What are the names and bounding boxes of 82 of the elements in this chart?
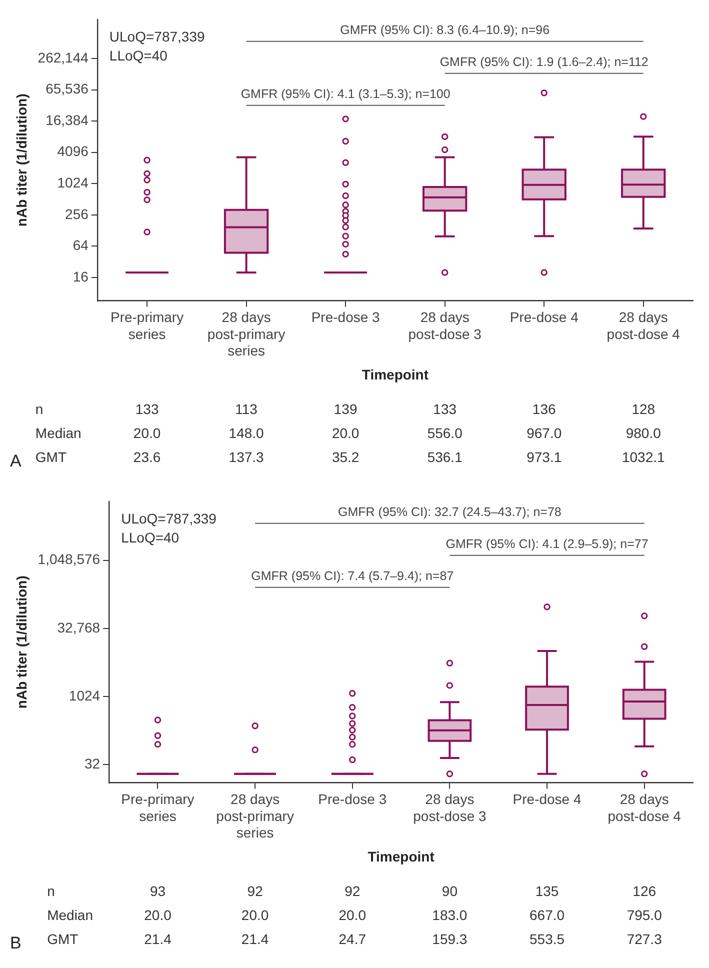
text: 536.1 — [427, 448, 463, 465]
y-tick-label: 1,048,576 — [38, 551, 100, 568]
text: 24.7 — [338, 930, 366, 947]
y-tick-label: 256 — [65, 206, 89, 222]
y-axis-title: nAb titer (1/dilution) — [13, 576, 30, 709]
text: 135 — [535, 882, 559, 899]
annotation: GMFR (95% CI): 4.1 (2.9–5.9); n=77 — [446, 536, 648, 551]
x-axis-title: Timepoint — [362, 366, 429, 382]
text: 93 — [150, 882, 166, 899]
text: 553.5 — [529, 930, 565, 947]
text: 20.0 — [241, 906, 269, 923]
text: GMT — [35, 448, 67, 465]
text: 159.3 — [432, 930, 468, 947]
text: 183.0 — [432, 906, 468, 923]
text: 973.1 — [526, 448, 562, 465]
y-tick-label: 16 — [72, 268, 89, 284]
text: 556.0 — [427, 424, 463, 441]
text: 136 — [532, 400, 556, 417]
annotation: LLoQ=40 — [109, 47, 168, 64]
x-tick-label: 28 days post-dose 3 — [413, 791, 486, 824]
y-tick-label: 262,144 — [38, 49, 89, 66]
x-tick-label: 28 days post-dose 3 — [408, 309, 482, 342]
text: 727.3 — [626, 930, 662, 947]
y-tick-label: 64 — [72, 237, 89, 254]
annotation: GMFR (95% CI): 1.9 (1.6–2.4); n=112 — [440, 54, 648, 69]
text: 92 — [344, 882, 360, 899]
y-tick-label: 1024 — [68, 687, 100, 704]
text: 21.4 — [241, 930, 269, 947]
annotation: LLoQ=40 — [121, 529, 180, 546]
text: 35.2 — [332, 448, 360, 465]
text: GMT — [47, 930, 79, 947]
text: 980.0 — [626, 424, 662, 441]
annotation: GMFR (95% CI): 7.4 (5.7–9.4); n=87 — [251, 568, 454, 583]
y-tick-label: 16,384 — [46, 112, 89, 128]
x-tick-label: 28 days post-dose 4 — [606, 309, 680, 342]
x-tick-label: Pre-primary series — [121, 791, 194, 824]
text: 137.3 — [228, 448, 264, 465]
text: 1032.1 — [622, 448, 665, 465]
annotation: ULoQ=787,339 — [109, 28, 205, 44]
text: Median — [47, 906, 94, 923]
text: 20.0 — [338, 906, 366, 923]
text: 148.0 — [228, 424, 264, 441]
annotation: GMFR (95% CI): 8.3 (6.4–10.9); n=96 — [340, 22, 550, 37]
text: 133 — [135, 400, 159, 417]
y-tick-label: 32,768 — [57, 619, 100, 636]
text: 23.6 — [133, 448, 161, 465]
x-tick-label: 28 days post-dose 4 — [608, 791, 682, 824]
x-axis-title: Timepoint — [368, 848, 435, 864]
annotation: ULoQ=787,339 — [121, 510, 217, 526]
text: 126 — [632, 882, 656, 899]
text: 20.0 — [332, 424, 360, 441]
x-tick-label: Pre-dose 3 — [318, 791, 387, 808]
y-tick-label: 65,536 — [46, 80, 89, 97]
x-tick-label: 28 days post-primary series — [207, 309, 286, 359]
y-tick-label: 1024 — [57, 174, 89, 190]
y-axis-title: nAb titer (1/dilution) — [13, 94, 30, 227]
x-tick-label: 28 days post-primary series — [216, 791, 294, 841]
x-tick-label: Pre-dose 4 — [510, 309, 579, 326]
text: 20.0 — [144, 906, 172, 923]
text: A — [10, 452, 22, 471]
x-tick-label: Pre-dose 3 — [311, 309, 380, 326]
text: 128 — [632, 400, 656, 417]
text: 967.0 — [526, 424, 562, 441]
annotation: GMFR (95% CI): 4.1 (3.1–5.3); n=100 — [240, 86, 450, 101]
text: 20.0 — [133, 424, 161, 441]
text: Median — [35, 424, 82, 441]
text: n — [35, 400, 44, 417]
x-tick-label: Pre-primary series — [110, 309, 184, 342]
text: 113 — [235, 400, 258, 417]
text: 139 — [334, 400, 358, 417]
text: B — [10, 934, 22, 953]
text: n — [47, 882, 55, 899]
annotation: GMFR (95% CI): 32.7 (24.5–43.7); n=78 — [338, 504, 562, 519]
text: 21.4 — [144, 930, 172, 947]
text: 795.0 — [626, 906, 662, 923]
text: 667.0 — [529, 906, 565, 923]
y-tick-label: 32 — [84, 755, 100, 772]
x-tick-label: Pre-dose 4 — [512, 791, 582, 808]
text: 92 — [247, 882, 264, 899]
y-tick-label: 4096 — [57, 143, 89, 160]
text: 133 — [433, 400, 457, 417]
text: 90 — [442, 882, 458, 899]
